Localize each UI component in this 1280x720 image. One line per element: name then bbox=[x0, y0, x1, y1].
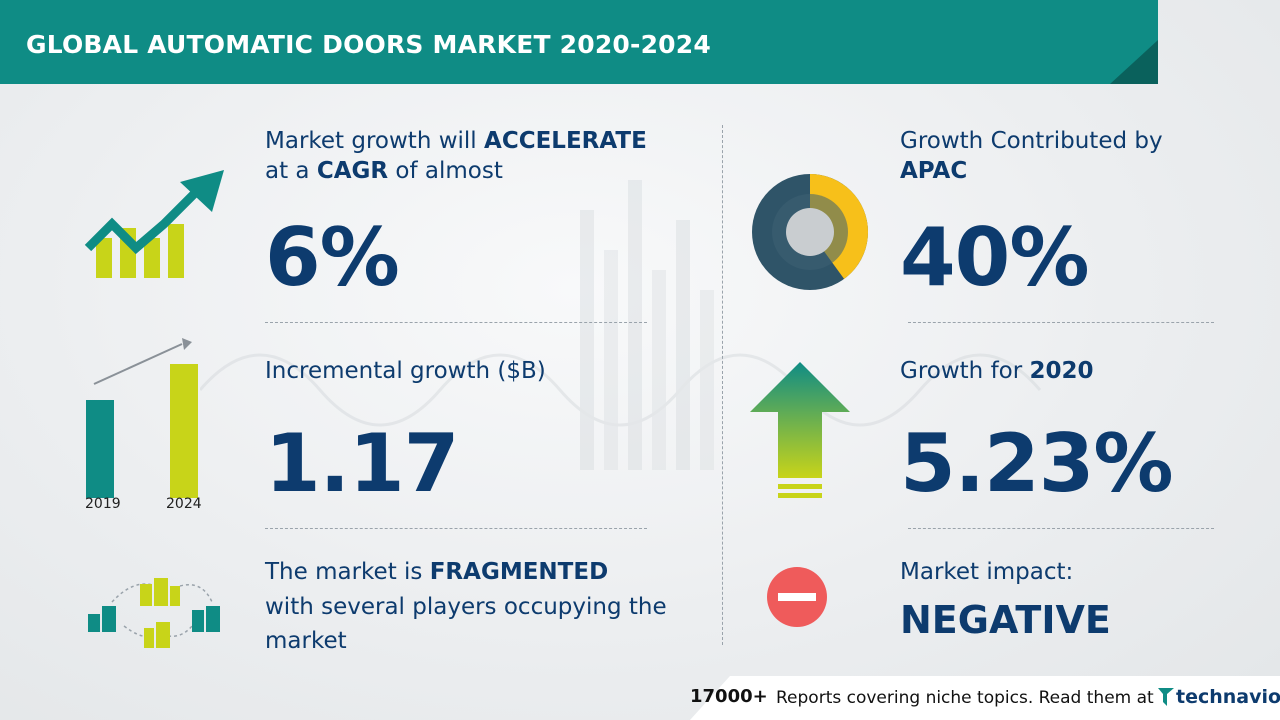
apac-label-line2: APAC bbox=[900, 158, 968, 184]
divider bbox=[908, 322, 1214, 323]
divider bbox=[265, 322, 647, 323]
fragmented-label-line2: with several players occupying the bbox=[265, 594, 667, 620]
incremental-growth-bars-icon bbox=[86, 338, 198, 498]
fragmented-label-line3: market bbox=[265, 628, 347, 654]
growth-2020-label: Growth for 2020 bbox=[900, 358, 1094, 384]
background-decoration bbox=[200, 180, 1042, 470]
footer-bar bbox=[690, 676, 1280, 720]
growth-2020-value: 5.23% bbox=[900, 417, 1174, 510]
technavio-brand-link[interactable]: technavio bbox=[1176, 686, 1280, 708]
page-title: GLOBAL AUTOMATIC DOORS MARKET 2020-2024 bbox=[26, 30, 711, 59]
apac-label-line1: Growth Contributed by bbox=[900, 128, 1163, 154]
incremental-label: Incremental growth ($B) bbox=[265, 358, 546, 384]
footer-text: Reports covering niche topics. Read them… bbox=[776, 688, 1154, 708]
year-2024-label: 2024 bbox=[166, 496, 202, 512]
fragmented-label-line1: The market is FRAGMENTED bbox=[265, 559, 609, 585]
footer: 17000+ Reports covering niche topics. Re… bbox=[0, 686, 1280, 716]
divider bbox=[265, 528, 647, 529]
cagr-value: 6% bbox=[265, 211, 400, 304]
up-arrow-icon bbox=[750, 362, 850, 498]
impact-value: NEGATIVE bbox=[900, 598, 1111, 642]
cagr-label-line2: at a CAGR of almost bbox=[265, 158, 503, 184]
technavio-logo-icon bbox=[1158, 688, 1174, 706]
cagr-label-line1: Market growth will ACCELERATE bbox=[265, 128, 647, 154]
incremental-value: 1.17 bbox=[265, 417, 459, 510]
impact-label: Market impact: bbox=[900, 559, 1074, 585]
year-2019-label: 2019 bbox=[85, 496, 121, 512]
header-banner: GLOBAL AUTOMATIC DOORS MARKET 2020-2024 bbox=[0, 0, 1158, 84]
divider bbox=[908, 528, 1214, 529]
report-count: 17000+ bbox=[690, 686, 768, 707]
growth-chart-icon bbox=[84, 170, 224, 278]
column-divider bbox=[722, 125, 723, 645]
apac-donut-chart-icon bbox=[752, 174, 868, 290]
apac-value: 40% bbox=[900, 211, 1089, 304]
buildings-network-icon bbox=[88, 578, 220, 648]
header-fold bbox=[1110, 40, 1158, 84]
minus-circle-icon bbox=[767, 567, 827, 627]
donut-hole bbox=[786, 208, 834, 256]
